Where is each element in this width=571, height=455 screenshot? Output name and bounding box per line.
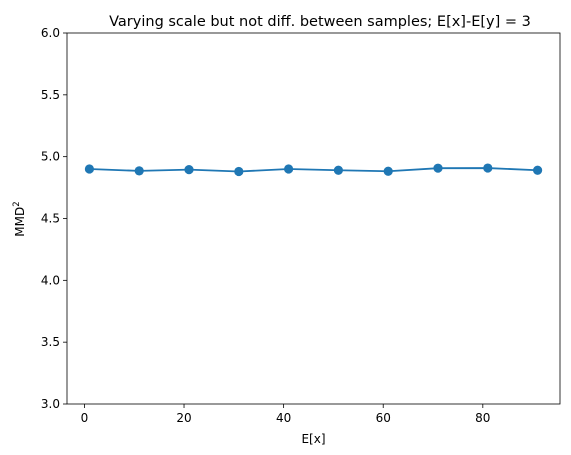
y-tick-label: 3.5: [41, 335, 60, 349]
data-point: [284, 164, 294, 174]
data-point: [84, 164, 95, 174]
plot-area: 0 20 40 60 80 3.0 3.5 4.0 4.5 5.0 5.5 6.0: [41, 26, 561, 425]
y-axis-label-main: MMD: [13, 207, 27, 237]
y-axis-label: MMD2: [12, 201, 27, 236]
x-tick-label: 40: [276, 411, 291, 425]
y-tick-label: 5.0: [41, 150, 60, 164]
data-point: [333, 165, 343, 175]
data-point: [483, 163, 493, 173]
series-line: [89, 167, 538, 173]
x-tick-label: 60: [376, 411, 391, 425]
data-point: [532, 165, 543, 175]
data-point: [134, 166, 144, 176]
x-tick-label: 80: [475, 411, 490, 425]
y-tick-label: 4.0: [41, 273, 60, 287]
y-tick-label: 5.5: [41, 88, 60, 102]
data-point: [234, 166, 244, 177]
plot-frame: [66, 32, 561, 405]
y-tick-label: 4.5: [41, 212, 60, 226]
y-tick-label: 3.0: [41, 397, 60, 411]
x-tick-label: 0: [81, 411, 89, 425]
data-point: [383, 166, 393, 176]
x-tick-label: 20: [176, 411, 191, 425]
chart-title: Varying scale but not diff. between samp…: [109, 14, 531, 30]
y-tick-label: 6.0: [41, 26, 60, 40]
y-axis-label-superscript: 2: [12, 201, 22, 206]
data-point: [184, 165, 194, 175]
x-axis-label: E[x]: [301, 432, 325, 446]
data-point: [433, 163, 443, 173]
